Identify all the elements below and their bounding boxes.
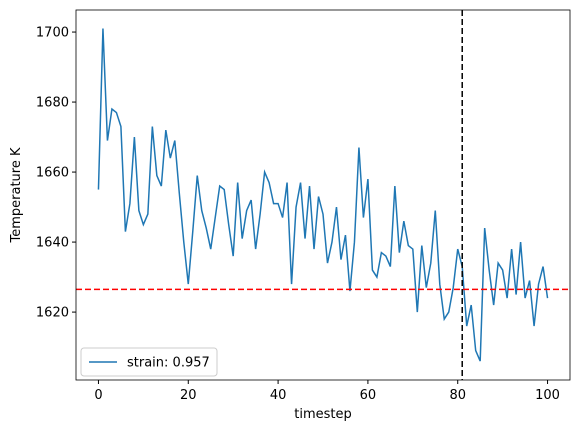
x-axis-label: timestep bbox=[294, 407, 352, 422]
x-tick-label: 20 bbox=[180, 388, 197, 403]
y-tick-label: 1700 bbox=[36, 26, 69, 41]
legend-box bbox=[80, 347, 218, 377]
legend-label: strain: 0.957 bbox=[127, 356, 210, 371]
x-tick-label: 40 bbox=[270, 388, 287, 403]
x-tick-label: 60 bbox=[360, 388, 377, 403]
x-tick-label: 100 bbox=[535, 388, 560, 403]
y-axis-label: Temperature K bbox=[9, 147, 24, 243]
y-tick-label: 1680 bbox=[36, 96, 69, 111]
y-tick-label: 1620 bbox=[36, 306, 69, 321]
line-series bbox=[97, 28, 549, 362]
plot-frame bbox=[75, 9, 571, 381]
y-tick-label: 1640 bbox=[36, 236, 69, 251]
x-tick-label: 0 bbox=[94, 388, 102, 403]
x-tick-label: 80 bbox=[449, 388, 466, 403]
y-tick-label: 1660 bbox=[36, 166, 69, 181]
